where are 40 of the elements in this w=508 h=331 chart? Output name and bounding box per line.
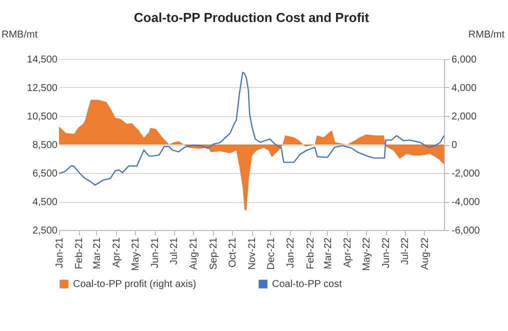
x-tick-label: Apr-22 xyxy=(342,237,354,268)
x-tick-label: Apr-21 xyxy=(111,237,122,268)
y-tick-label: 4,500 xyxy=(32,197,58,208)
y2-tick-label: -6,000 xyxy=(452,226,480,236)
x-tick-label: Mar-22 xyxy=(322,237,334,270)
x-tick-label: Oct-21 xyxy=(227,237,238,268)
x-tick-label: Feb-22 xyxy=(305,237,316,270)
x-tick-label: Nov-21 xyxy=(247,237,258,270)
y-axis-title: RMB/mt xyxy=(2,30,38,40)
y2-tick-label: -2,000 xyxy=(452,168,480,180)
legend-label: Coal-to-PP profit (right axis) xyxy=(73,279,196,290)
y2-tick-label: 6,000 xyxy=(452,54,477,66)
y-tick-label: 8,500 xyxy=(32,140,58,151)
y2-tick-label: 4,000 xyxy=(452,83,477,94)
line-series xyxy=(58,72,445,186)
x-tick-label: Jul-22 xyxy=(400,237,412,265)
x-tick-label: Jun-21 xyxy=(150,237,162,268)
x-tick-label: May-21 xyxy=(130,237,142,271)
legend-label: Coal-to-PP cost xyxy=(272,279,342,290)
y-tick-label: 10,500 xyxy=(26,112,58,122)
x-tick-label: May-22 xyxy=(362,237,373,271)
y2-tick-label: -4,000 xyxy=(452,197,480,208)
x-tick-label: Aug-21 xyxy=(188,237,200,270)
x-tick-label: Aug-22 xyxy=(420,237,431,270)
x-tick-label: Jul-21 xyxy=(169,237,180,265)
y-tick-label: 12,500 xyxy=(26,83,58,94)
y-tick-label: 6,500 xyxy=(32,168,58,180)
y-tick-label: 14,500 xyxy=(26,54,58,66)
x-tick-label: Jan-22 xyxy=(286,237,297,268)
chart-title: Coal-to-PP Production Cost and Profit xyxy=(134,10,370,25)
x-tick-label: Jan-21 xyxy=(54,237,66,268)
y2-tick-label: 0 xyxy=(452,140,458,151)
x-tick-label: Mar-21 xyxy=(92,237,103,270)
x-tick-label: Sep-21 xyxy=(208,237,220,270)
y2-tick-label: 2,000 xyxy=(452,112,477,122)
x-tick-label: Feb-21 xyxy=(74,237,86,270)
x-tick-label: Dec-21 xyxy=(266,237,277,270)
y2-axis-title: RMB/mt xyxy=(468,30,505,40)
y-tick-label: 2,500 xyxy=(32,226,58,236)
x-tick-label: Jun-22 xyxy=(381,237,392,268)
